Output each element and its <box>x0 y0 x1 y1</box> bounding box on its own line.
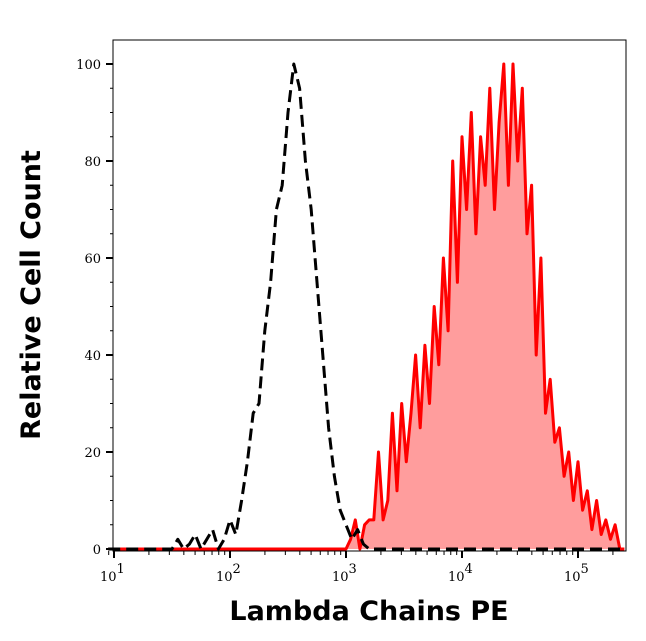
x-tick-label: 105 <box>564 562 589 585</box>
y-axis-label: Relative Cell Count <box>16 150 47 440</box>
y-tick-label: 60 <box>84 252 101 267</box>
x-tick-label: 104 <box>448 562 473 585</box>
y-tick-label: 20 <box>84 446 101 461</box>
x-tick-exponent: 5 <box>581 562 589 577</box>
x-tick-base: 10 <box>100 570 117 585</box>
series-line-1 <box>108 62 625 551</box>
x-axis-label: Lambda Chains PE <box>229 596 508 627</box>
y-tick-label: 40 <box>84 349 101 364</box>
x-tick-label: 103 <box>332 562 357 585</box>
x-tick-label: 101 <box>100 562 125 585</box>
series-line-0 <box>108 62 625 551</box>
x-tick-exponent: 4 <box>465 562 473 577</box>
y-tick-label: 100 <box>76 58 101 73</box>
y-axis: 0 20 40 60 80 100 <box>76 58 113 558</box>
x-tick-base: 10 <box>448 570 465 585</box>
series-fill-1 <box>108 64 625 549</box>
plot-area <box>108 62 625 551</box>
x-tick-label: 102 <box>216 562 241 585</box>
y-tick-label: 0 <box>93 543 101 558</box>
x-tick-base: 10 <box>216 570 233 585</box>
x-tick-exponent: 3 <box>349 562 357 577</box>
x-tick-exponent: 2 <box>233 562 241 577</box>
y-tick-label: 80 <box>84 155 101 170</box>
x-tick-exponent: 1 <box>117 562 125 577</box>
x-tick-base: 10 <box>332 570 349 585</box>
plot-frame <box>112 39 627 552</box>
x-tick-base: 10 <box>564 570 581 585</box>
